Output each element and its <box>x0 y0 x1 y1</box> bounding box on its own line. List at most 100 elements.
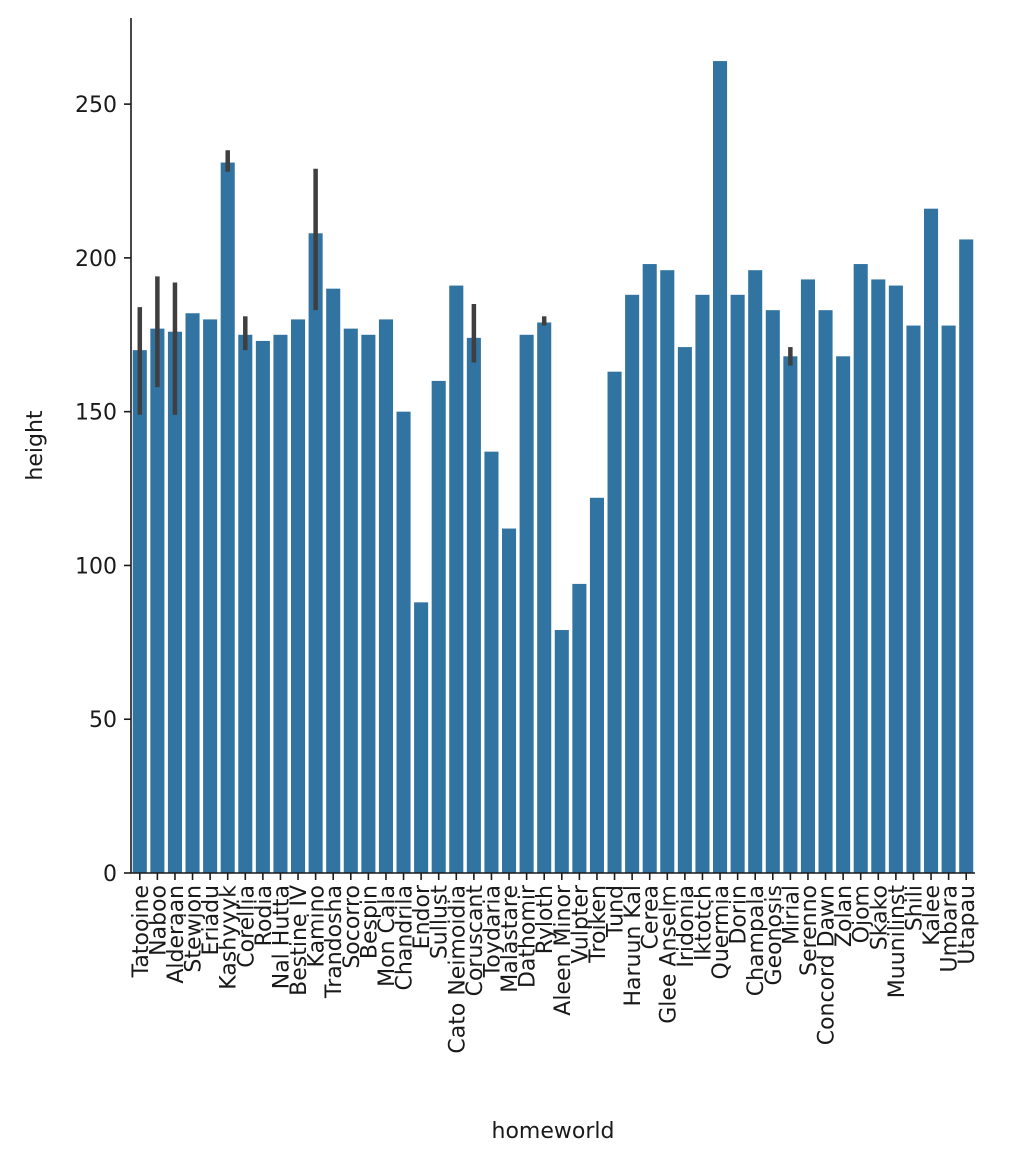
bar <box>836 356 851 874</box>
bar <box>537 322 552 874</box>
bar <box>800 279 815 873</box>
y-axis-title: height <box>23 410 48 480</box>
x-tick-label: Iktotch <box>691 885 716 961</box>
y-tick-label: 200 <box>75 247 117 272</box>
y-tick-label: 100 <box>75 554 117 579</box>
bar <box>660 270 675 874</box>
bar <box>818 310 833 873</box>
bar <box>642 264 657 873</box>
x-tick-label: Bespin <box>357 885 382 959</box>
x-tick-label: Naboo <box>146 885 171 956</box>
bar <box>326 288 341 874</box>
y-tick-label: 150 <box>75 401 117 426</box>
bar <box>554 630 569 873</box>
bar <box>906 325 921 873</box>
x-tick-label: Kamino <box>305 885 330 967</box>
x-tick-label: Mon Cala <box>375 885 400 987</box>
bar <box>238 334 253 873</box>
x-tick-label: Zolan <box>832 885 857 947</box>
x-tick-label: Kalee <box>920 885 945 946</box>
x-tick-label: Ojom <box>850 885 875 943</box>
bar <box>220 162 235 873</box>
x-tick-label: Tatooine <box>129 885 154 978</box>
bar <box>378 319 393 874</box>
bar <box>466 337 481 874</box>
x-tick-label: Iridonia <box>674 885 699 968</box>
bar <box>255 340 270 873</box>
x-tick-label: Ryloth <box>533 885 558 954</box>
bar <box>607 371 622 873</box>
bars-group <box>132 61 974 874</box>
x-tick-label: Malastare <box>498 885 523 993</box>
x-tick-label: Sullust <box>428 885 453 960</box>
x-tick-label: Trandosha <box>322 885 347 999</box>
x-tick-label: Nal Hutta <box>269 885 294 989</box>
bar <box>677 347 692 873</box>
bar <box>167 331 182 873</box>
bar <box>414 602 429 873</box>
x-tick-label: Aleen Minor <box>551 884 576 1016</box>
bar <box>941 325 956 873</box>
bar <box>713 61 728 873</box>
x-tick-label: Coruscant <box>463 885 488 997</box>
bar <box>132 350 147 873</box>
x-tick-label: Vulpter <box>568 884 593 964</box>
bar <box>695 294 710 873</box>
x-tick-label: Socorro <box>340 885 365 969</box>
bar <box>783 356 798 874</box>
bar <box>308 233 323 873</box>
x-tick-label: Tund <box>604 885 629 938</box>
bar <box>730 294 745 873</box>
x-tick-label: Muunilinst <box>885 885 910 999</box>
x-tick-label: Quermia <box>709 885 734 979</box>
x-tick-label: Eriadu <box>199 885 224 955</box>
bar <box>959 239 974 873</box>
x-tick-label: Chandrila <box>393 885 418 990</box>
x-tick-label: Dorin <box>727 885 752 945</box>
y-tick-label: 50 <box>89 708 117 733</box>
bar <box>484 451 499 873</box>
x-tick-label: Stewjon <box>182 885 207 973</box>
x-tick-label: Cato Neimoidia <box>445 885 470 1054</box>
x-tick-label: Kashyyyk <box>217 885 242 990</box>
bar <box>502 528 517 873</box>
y-tick-label: 250 <box>75 93 117 118</box>
bar <box>361 334 376 873</box>
bar <box>291 319 306 874</box>
x-tick-label: Serenno <box>797 885 822 976</box>
bar <box>150 328 165 873</box>
x-tick-label: Utapau <box>955 885 980 965</box>
bar <box>589 497 604 873</box>
x-tick-label: Bestine IV <box>287 885 312 996</box>
bar <box>853 264 868 873</box>
y-axis: 0 50 100 150 200 250 <box>75 18 132 887</box>
x-axis-title: homeworld <box>492 1119 615 1144</box>
x-tick-label: Concord Dawn <box>815 885 840 1045</box>
x-tick-label: Troiken <box>586 885 611 964</box>
x-tick-label: Mirial <box>779 885 804 945</box>
x-tick-label: Shili <box>902 885 927 931</box>
bar <box>625 294 640 873</box>
x-tick-label: Rodia <box>252 885 277 946</box>
x-tick-label: Haruun Kal <box>621 885 646 1007</box>
x-tick-label: Toydaria <box>480 885 505 978</box>
bar <box>203 319 218 874</box>
x-tick-label: Alderaan <box>164 885 189 984</box>
bar <box>519 334 534 873</box>
x-tick-label: Cerea <box>639 885 664 949</box>
x-tick-label: Endor <box>410 884 435 949</box>
y-tick-label: 0 <box>103 862 117 887</box>
x-axis: TatooineNabooAlderaanStewjonEriaduKashyy… <box>129 872 980 1054</box>
bar <box>572 583 587 873</box>
x-tick-label: Corellia <box>234 885 259 968</box>
x-tick-label: Champala <box>744 885 769 996</box>
x-tick-label: Skako <box>867 885 892 950</box>
x-tick-label: Glee Anselm <box>656 885 681 1024</box>
bar <box>449 285 464 874</box>
x-tick-label: Dathomir <box>516 884 541 988</box>
bar <box>765 310 780 873</box>
bar <box>888 285 903 874</box>
bar <box>185 313 200 873</box>
bar <box>924 208 939 873</box>
